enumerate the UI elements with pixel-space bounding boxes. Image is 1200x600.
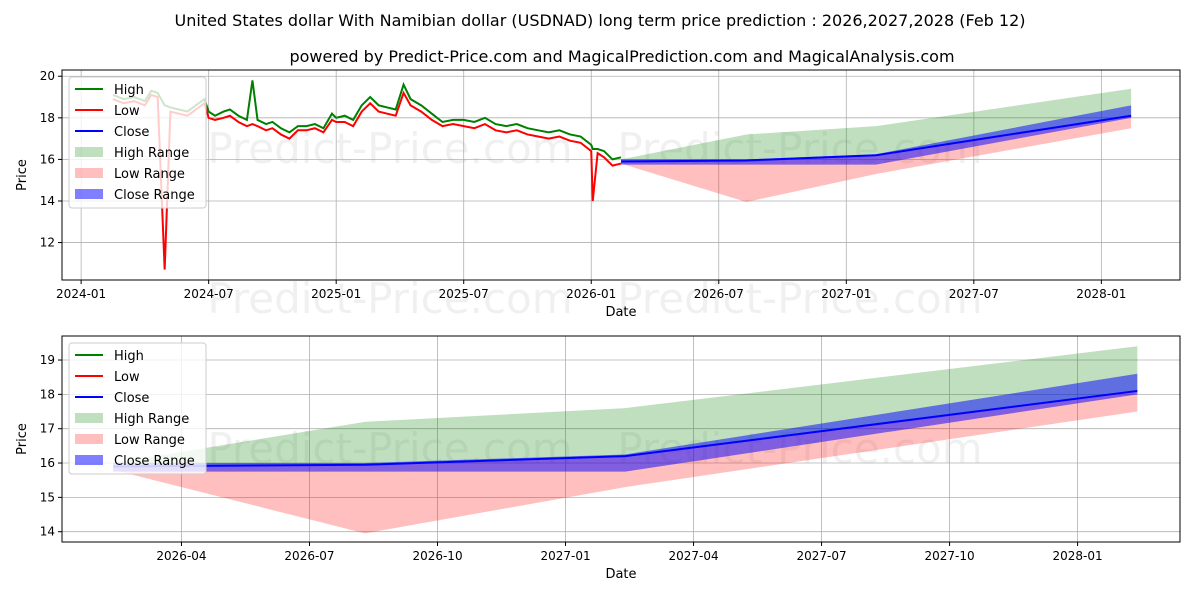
x-tick-label: 2027-01 <box>821 287 871 301</box>
legend-box <box>68 76 207 209</box>
y-axis-label: Price <box>15 159 30 191</box>
axes-frame <box>61 335 1181 543</box>
x-tick-label: 2028-01 <box>1053 549 1103 563</box>
watermark: Predict-Price.com <box>207 274 572 323</box>
y-tick-label: 20 <box>40 69 55 83</box>
legend-box <box>68 342 207 475</box>
y-tick-label: 12 <box>40 236 55 250</box>
legend-swatch <box>75 168 103 178</box>
axes-frame <box>61 69 1181 281</box>
x-tick-label: 2027-04 <box>668 549 718 563</box>
y-tick-label: 15 <box>40 490 55 504</box>
legend-label: Close <box>114 125 149 140</box>
axes-1: Predict-Price.com Predict-Price.comPredic… <box>15 69 1181 323</box>
x-tick-label: 2024-01 <box>56 287 106 301</box>
close-line <box>113 389 1138 468</box>
y-tick-label: 19 <box>40 353 55 367</box>
watermark: Predict-Price.com <box>617 274 982 323</box>
high-range-band <box>621 88 1132 162</box>
x-tick-label: 2025-07 <box>439 287 489 301</box>
x-tick-label: 2027-07 <box>949 287 999 301</box>
legend-label: Low <box>114 104 140 119</box>
x-tick-label: 2027-10 <box>925 549 975 563</box>
y-tick-label: 14 <box>40 194 55 208</box>
legend-swatch <box>75 147 103 157</box>
x-axis-label: Date <box>605 305 636 320</box>
legend-label: Low Range <box>114 433 185 448</box>
legend-label: High <box>114 83 144 98</box>
legend-label: Close Range <box>114 454 195 469</box>
y-tick-label: 14 <box>40 525 55 539</box>
legend-label: High Range <box>114 146 189 161</box>
legend-label: High <box>114 349 144 364</box>
high-range-band <box>113 346 1138 467</box>
x-tick-label: 2026-01 <box>566 287 616 301</box>
x-tick-label: 2026-10 <box>412 549 462 563</box>
y-tick-label: 17 <box>40 422 55 436</box>
x-tick-label: 2028-01 <box>1076 287 1126 301</box>
legend-swatch <box>75 455 103 465</box>
chart-title: United States dollar With Namibian dolla… <box>175 11 1026 30</box>
y-tick-label: 16 <box>40 456 55 470</box>
y-tick-label: 18 <box>40 111 55 125</box>
y-tick-label: 16 <box>40 152 55 166</box>
x-tick-label: 2025-01 <box>311 287 361 301</box>
axes-2: Predict-Price.com Predict-Price.com2026-0… <box>15 335 1181 582</box>
x-tick-label: 2026-07 <box>694 287 744 301</box>
y-tick-label: 18 <box>40 387 55 401</box>
legend-label: Low <box>114 370 140 385</box>
x-tick-label: 2027-07 <box>796 549 846 563</box>
x-axis-label: Date <box>605 567 636 582</box>
x-tick-label: 2026-07 <box>284 549 334 563</box>
legend-label: High Range <box>114 412 189 427</box>
close-range-band <box>113 373 1138 472</box>
close-line <box>620 114 1132 163</box>
legend-label: Low Range <box>114 167 185 182</box>
x-tick-label: 2024-07 <box>184 287 234 301</box>
legend-swatch <box>75 434 103 444</box>
legend: High Low Close High Range Low Range Close Ran… <box>68 76 207 209</box>
y-axis-label: Price <box>15 423 30 455</box>
legend: High Low Close High Range Low Range Close Ran… <box>68 342 207 475</box>
x-tick-label: 2027-01 <box>540 549 590 563</box>
close-range-band <box>621 105 1132 165</box>
legend-swatch <box>75 189 103 199</box>
legend-swatch <box>75 413 103 423</box>
legend-label: Close <box>114 391 149 406</box>
chart-subtitle: powered by Predict-Price.com and Magical… <box>289 47 954 66</box>
x-tick-label: 2026-04 <box>156 549 206 563</box>
legend-label: Close Range <box>114 188 195 203</box>
